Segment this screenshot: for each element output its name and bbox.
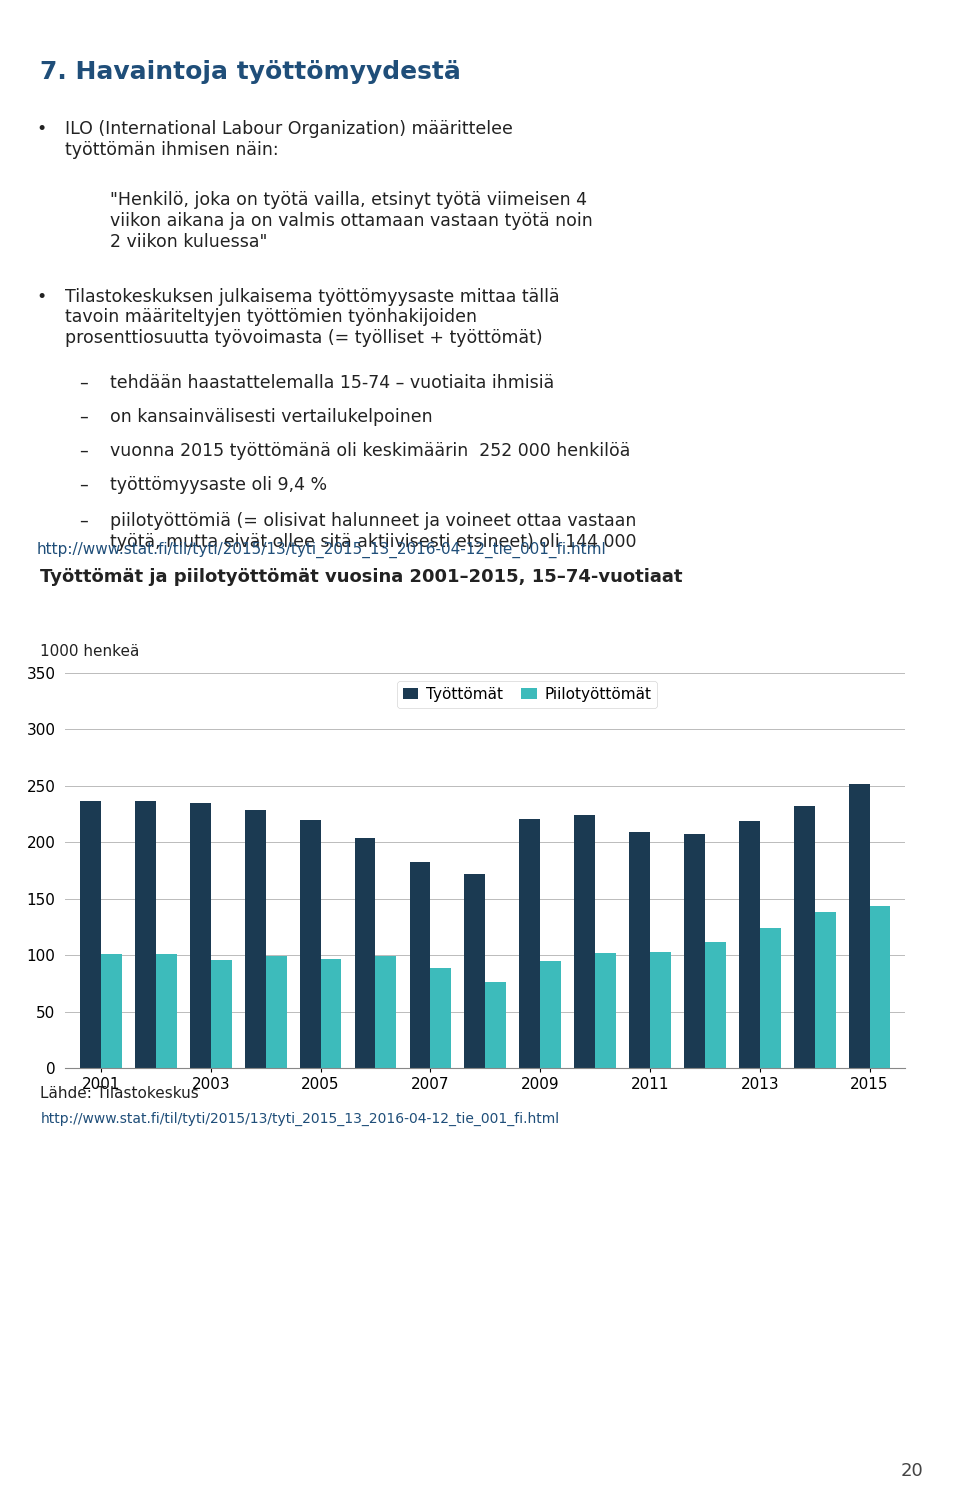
Text: •: •	[36, 288, 47, 306]
Bar	[375, 956, 396, 1068]
Text: http://www.stat.fi/til/tyti/2015/13/tyti_2015_13_2016-04-12_tie_001_fi.html: http://www.stat.fi/til/tyti/2015/13/tyti…	[40, 1112, 560, 1125]
Bar	[595, 953, 616, 1068]
Text: on kansainvälisesti vertailukelpoinen: on kansainvälisesti vertailukelpoinen	[110, 407, 433, 425]
Text: piilotyöttömiä (= olisivat halunneet ja voineet ottaa vastaan
työtä, mutta eivät: piilotyöttömiä (= olisivat halunneet ja …	[110, 512, 636, 551]
Text: 1000 henkeä: 1000 henkeä	[40, 645, 140, 659]
Bar	[815, 913, 835, 1068]
Bar	[321, 959, 342, 1068]
Bar	[465, 874, 486, 1068]
Bar	[629, 833, 650, 1068]
Bar	[266, 956, 286, 1068]
Bar	[794, 806, 815, 1068]
Bar	[135, 801, 156, 1068]
Text: –: –	[79, 374, 87, 392]
Bar	[156, 955, 177, 1068]
Bar	[759, 928, 780, 1068]
Text: –: –	[79, 476, 87, 494]
Bar	[245, 810, 266, 1068]
Text: Työttömät ja piilotyöttömät vuosina 2001–2015, 15–74-vuotiaat: Työttömät ja piilotyöttömät vuosina 2001…	[40, 568, 683, 586]
Bar	[430, 968, 451, 1068]
Bar	[870, 906, 891, 1068]
Text: •: •	[36, 121, 47, 139]
Text: 20: 20	[900, 1462, 924, 1480]
Bar	[80, 801, 101, 1068]
Text: tehdään haastattelemalla 15-74 – vuotiaita ihmisiä: tehdään haastattelemalla 15-74 – vuotiai…	[110, 374, 555, 392]
Bar	[354, 839, 375, 1068]
Text: Lähde: Tilastokeskus: Lähde: Tilastokeskus	[40, 1086, 199, 1101]
Bar	[574, 815, 595, 1068]
Bar	[300, 819, 321, 1068]
Text: työttömyysaste oli 9,4 %: työttömyysaste oli 9,4 %	[110, 476, 327, 494]
Text: 7. Havaintoja työttömyydestä: 7. Havaintoja työttömyydestä	[40, 60, 461, 85]
Bar	[739, 821, 759, 1068]
Legend: Työttömät, Piilotyöttömät: Työttömät, Piilotyöttömät	[397, 680, 658, 707]
Bar	[190, 803, 211, 1068]
Text: ILO (International Labour Organization) määrittelee
työttömän ihmisen näin:: ILO (International Labour Organization) …	[65, 121, 514, 160]
Bar	[101, 955, 122, 1068]
Text: vuonna 2015 työttömänä oli keskimäärin  252 000 henkilöä: vuonna 2015 työttömänä oli keskimäärin 2…	[110, 442, 631, 460]
Text: –: –	[79, 442, 87, 460]
Bar	[211, 959, 231, 1068]
Bar	[849, 783, 870, 1068]
Text: Tilastokeskuksen julkaisema työttömyysaste mittaa tällä
tavoin määriteltyjen työ: Tilastokeskuksen julkaisema työttömyysas…	[65, 288, 560, 348]
Text: http://www.stat.fi/til/tyti/2015/13/tyti_2015_13_2016-04-12_tie_001_fi.html: http://www.stat.fi/til/tyti/2015/13/tyti…	[36, 542, 606, 558]
Bar	[705, 941, 726, 1068]
Bar	[410, 861, 430, 1068]
Bar	[486, 982, 506, 1068]
Bar	[650, 952, 671, 1068]
Bar	[540, 961, 561, 1068]
Bar	[684, 834, 705, 1068]
Text: –: –	[79, 407, 87, 425]
Bar	[519, 819, 540, 1068]
Text: "Henkilö, joka on työtä vailla, etsinyt työtä viimeisen 4
viikon aikana ja on va: "Henkilö, joka on työtä vailla, etsinyt …	[110, 191, 593, 251]
Text: –: –	[79, 512, 87, 530]
